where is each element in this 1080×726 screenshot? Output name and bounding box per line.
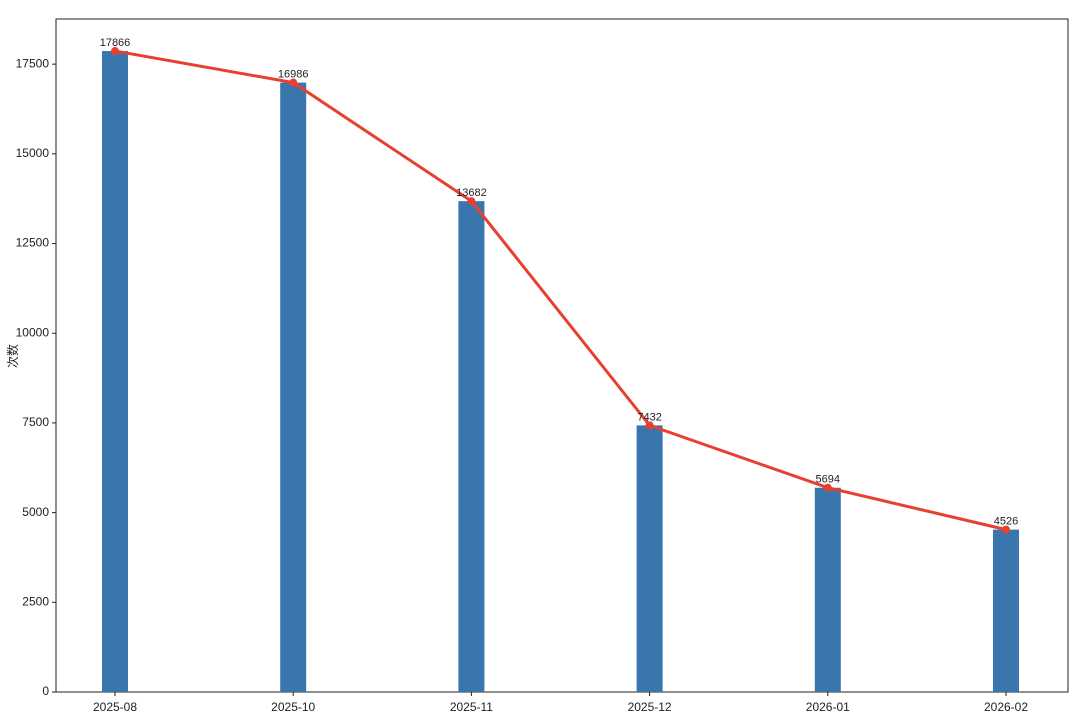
y-tick-label: 7500 <box>22 415 49 429</box>
line-marker <box>289 78 298 87</box>
bar <box>102 51 128 693</box>
y-axis-label: 次数 <box>5 344 20 368</box>
line <box>114 49 1007 532</box>
data-label: 7432 <box>637 411 661 423</box>
y-tick-label: 12500 <box>16 236 50 250</box>
data-label: 16986 <box>278 69 309 81</box>
bar <box>636 425 663 692</box>
data-label: 4526 <box>994 516 1018 528</box>
x-tick-label: 2026-02 <box>984 700 1028 714</box>
plot-frame <box>55 18 1069 693</box>
y-tick-label: 10000 <box>16 325 50 339</box>
line-marker <box>111 47 119 56</box>
line-marker <box>1002 525 1010 534</box>
data-label: 5694 <box>816 474 840 486</box>
bar <box>993 529 1019 692</box>
line-marker <box>467 197 476 206</box>
data-label: 13682 <box>456 187 487 199</box>
y-tick-label: 17500 <box>16 56 50 70</box>
x-tick-label: 2025-10 <box>271 700 315 714</box>
y-tick-label: 0 <box>42 684 49 698</box>
x-tick-label: 2025-08 <box>93 700 137 714</box>
bar <box>280 82 307 693</box>
y-tick-label: 5000 <box>22 505 49 519</box>
bar <box>814 487 841 692</box>
line-marker <box>645 421 654 430</box>
x-tick-label: 2026-01 <box>806 700 850 714</box>
x-tick-label: 2025-11 <box>450 700 493 714</box>
bar <box>458 201 485 693</box>
x-tick-label: 2025-12 <box>628 700 672 714</box>
line-marker <box>823 483 832 492</box>
y-tick-label: 15000 <box>16 146 50 160</box>
y-tick-label: 2500 <box>22 594 49 608</box>
data-label: 17866 <box>100 37 131 49</box>
